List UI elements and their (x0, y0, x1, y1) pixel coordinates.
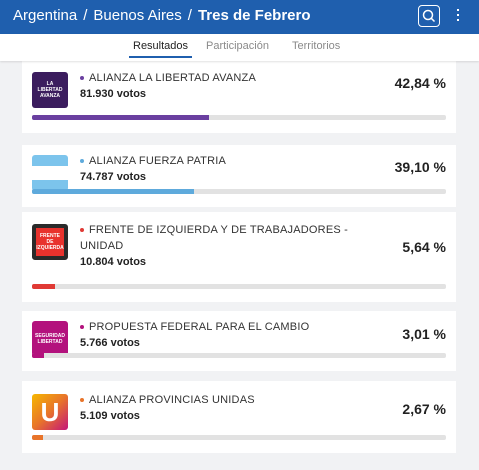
menu-button[interactable] (457, 9, 460, 24)
votes: 5.766 votos (80, 337, 140, 349)
votes: 5.109 votos (80, 410, 140, 422)
party-logo (32, 155, 68, 191)
breadcrumb-current: Tres de Febrero (197, 7, 311, 24)
party-name: PROPUESTA FEDERAL PARA EL CAMBIO (80, 319, 365, 335)
percentage: 39,10 % (394, 159, 446, 175)
party-name: FRENTE DE IZQUIERDA Y DE TRABAJADORES - … (80, 222, 365, 254)
party-name: ALIANZA LA LIBERTAD AVANZA (80, 70, 365, 86)
result-card: U ALIANZA PROVINCIAS UNIDAS 5.109 votos 2,6… (22, 381, 456, 453)
party-logo: FRENTE DE IZQUIERDA (32, 224, 68, 260)
percentage: 5,64 % (402, 239, 446, 255)
party-name-text: ALIANZA LA LIBERTAD AVANZA (89, 72, 257, 84)
bullet (80, 228, 84, 233)
party-name-text: ALIANZA FUERZA PATRIA (89, 155, 227, 167)
party-logo: LA LIBERTAD AVANZA (32, 72, 68, 108)
votes: 81.930 votos (80, 88, 147, 100)
tab[interactable]: Territorios (292, 40, 341, 52)
bullet (80, 76, 84, 81)
progress-bar (32, 189, 194, 194)
result-card: SEGURIDAD LIBERTAD PROPUESTA FEDERAL PARA… (22, 311, 456, 371)
tab[interactable]: Participación (206, 40, 269, 52)
tab[interactable]: Resultados (128, 40, 193, 58)
party-logo: U (32, 394, 68, 430)
progress-track (32, 115, 446, 120)
party-logo: SEGURIDAD LIBERTAD (32, 321, 68, 357)
percentage: 3,01 % (402, 326, 446, 342)
progress-track (32, 435, 446, 440)
progress-bar (32, 115, 210, 120)
breadcrumbs: Argentina / Buenos Aires / Tres de Febrero (13, 7, 311, 24)
top-bar: Argentina / Buenos Aires / Tres de Febrero (0, 0, 479, 34)
percentage: 42,84 % (394, 75, 446, 91)
progress-track (32, 353, 446, 358)
votes: 10.804 votos (80, 256, 147, 268)
result-card: ALIANZA FUERZA PATRIA 74.787 votos 39,10 % (22, 145, 456, 207)
progress-track (32, 284, 446, 289)
party-name-text: ALIANZA PROVINCIAS UNIDAS (89, 394, 255, 406)
votes: 74.787 votos (80, 171, 147, 183)
progress-bar (32, 284, 56, 289)
result-card: FRENTE DE IZQUIERDA FRENTE DE IZQUIERDA Y… (22, 212, 456, 302)
search-button[interactable] (418, 5, 440, 27)
bullet (80, 159, 84, 164)
separator: / (187, 7, 192, 24)
progress-track (32, 189, 446, 194)
party-name: ALIANZA PROVINCIAS UNIDAS (80, 392, 365, 408)
progress-bar (32, 435, 44, 440)
party-name-text: FRENTE DE IZQUIERDA Y DE TRABAJADORES - … (80, 224, 349, 252)
breadcrumb[interactable]: Buenos Aires (93, 7, 182, 24)
separator: / (83, 7, 88, 24)
tab-bar: Resultados Participación Territorios (0, 34, 479, 61)
breadcrumb[interactable]: Argentina (13, 7, 78, 24)
progress-bar (32, 353, 45, 358)
bullet (80, 398, 84, 403)
percentage: 2,67 % (402, 401, 446, 417)
party-name: ALIANZA FUERZA PATRIA (80, 153, 365, 169)
bullet (80, 325, 84, 330)
party-name-text: PROPUESTA FEDERAL PARA EL CAMBIO (89, 321, 310, 333)
search-icon (422, 9, 436, 23)
result-card: LA LIBERTAD AVANZA ALIANZA LA LIBERTAD AV… (22, 58, 456, 133)
